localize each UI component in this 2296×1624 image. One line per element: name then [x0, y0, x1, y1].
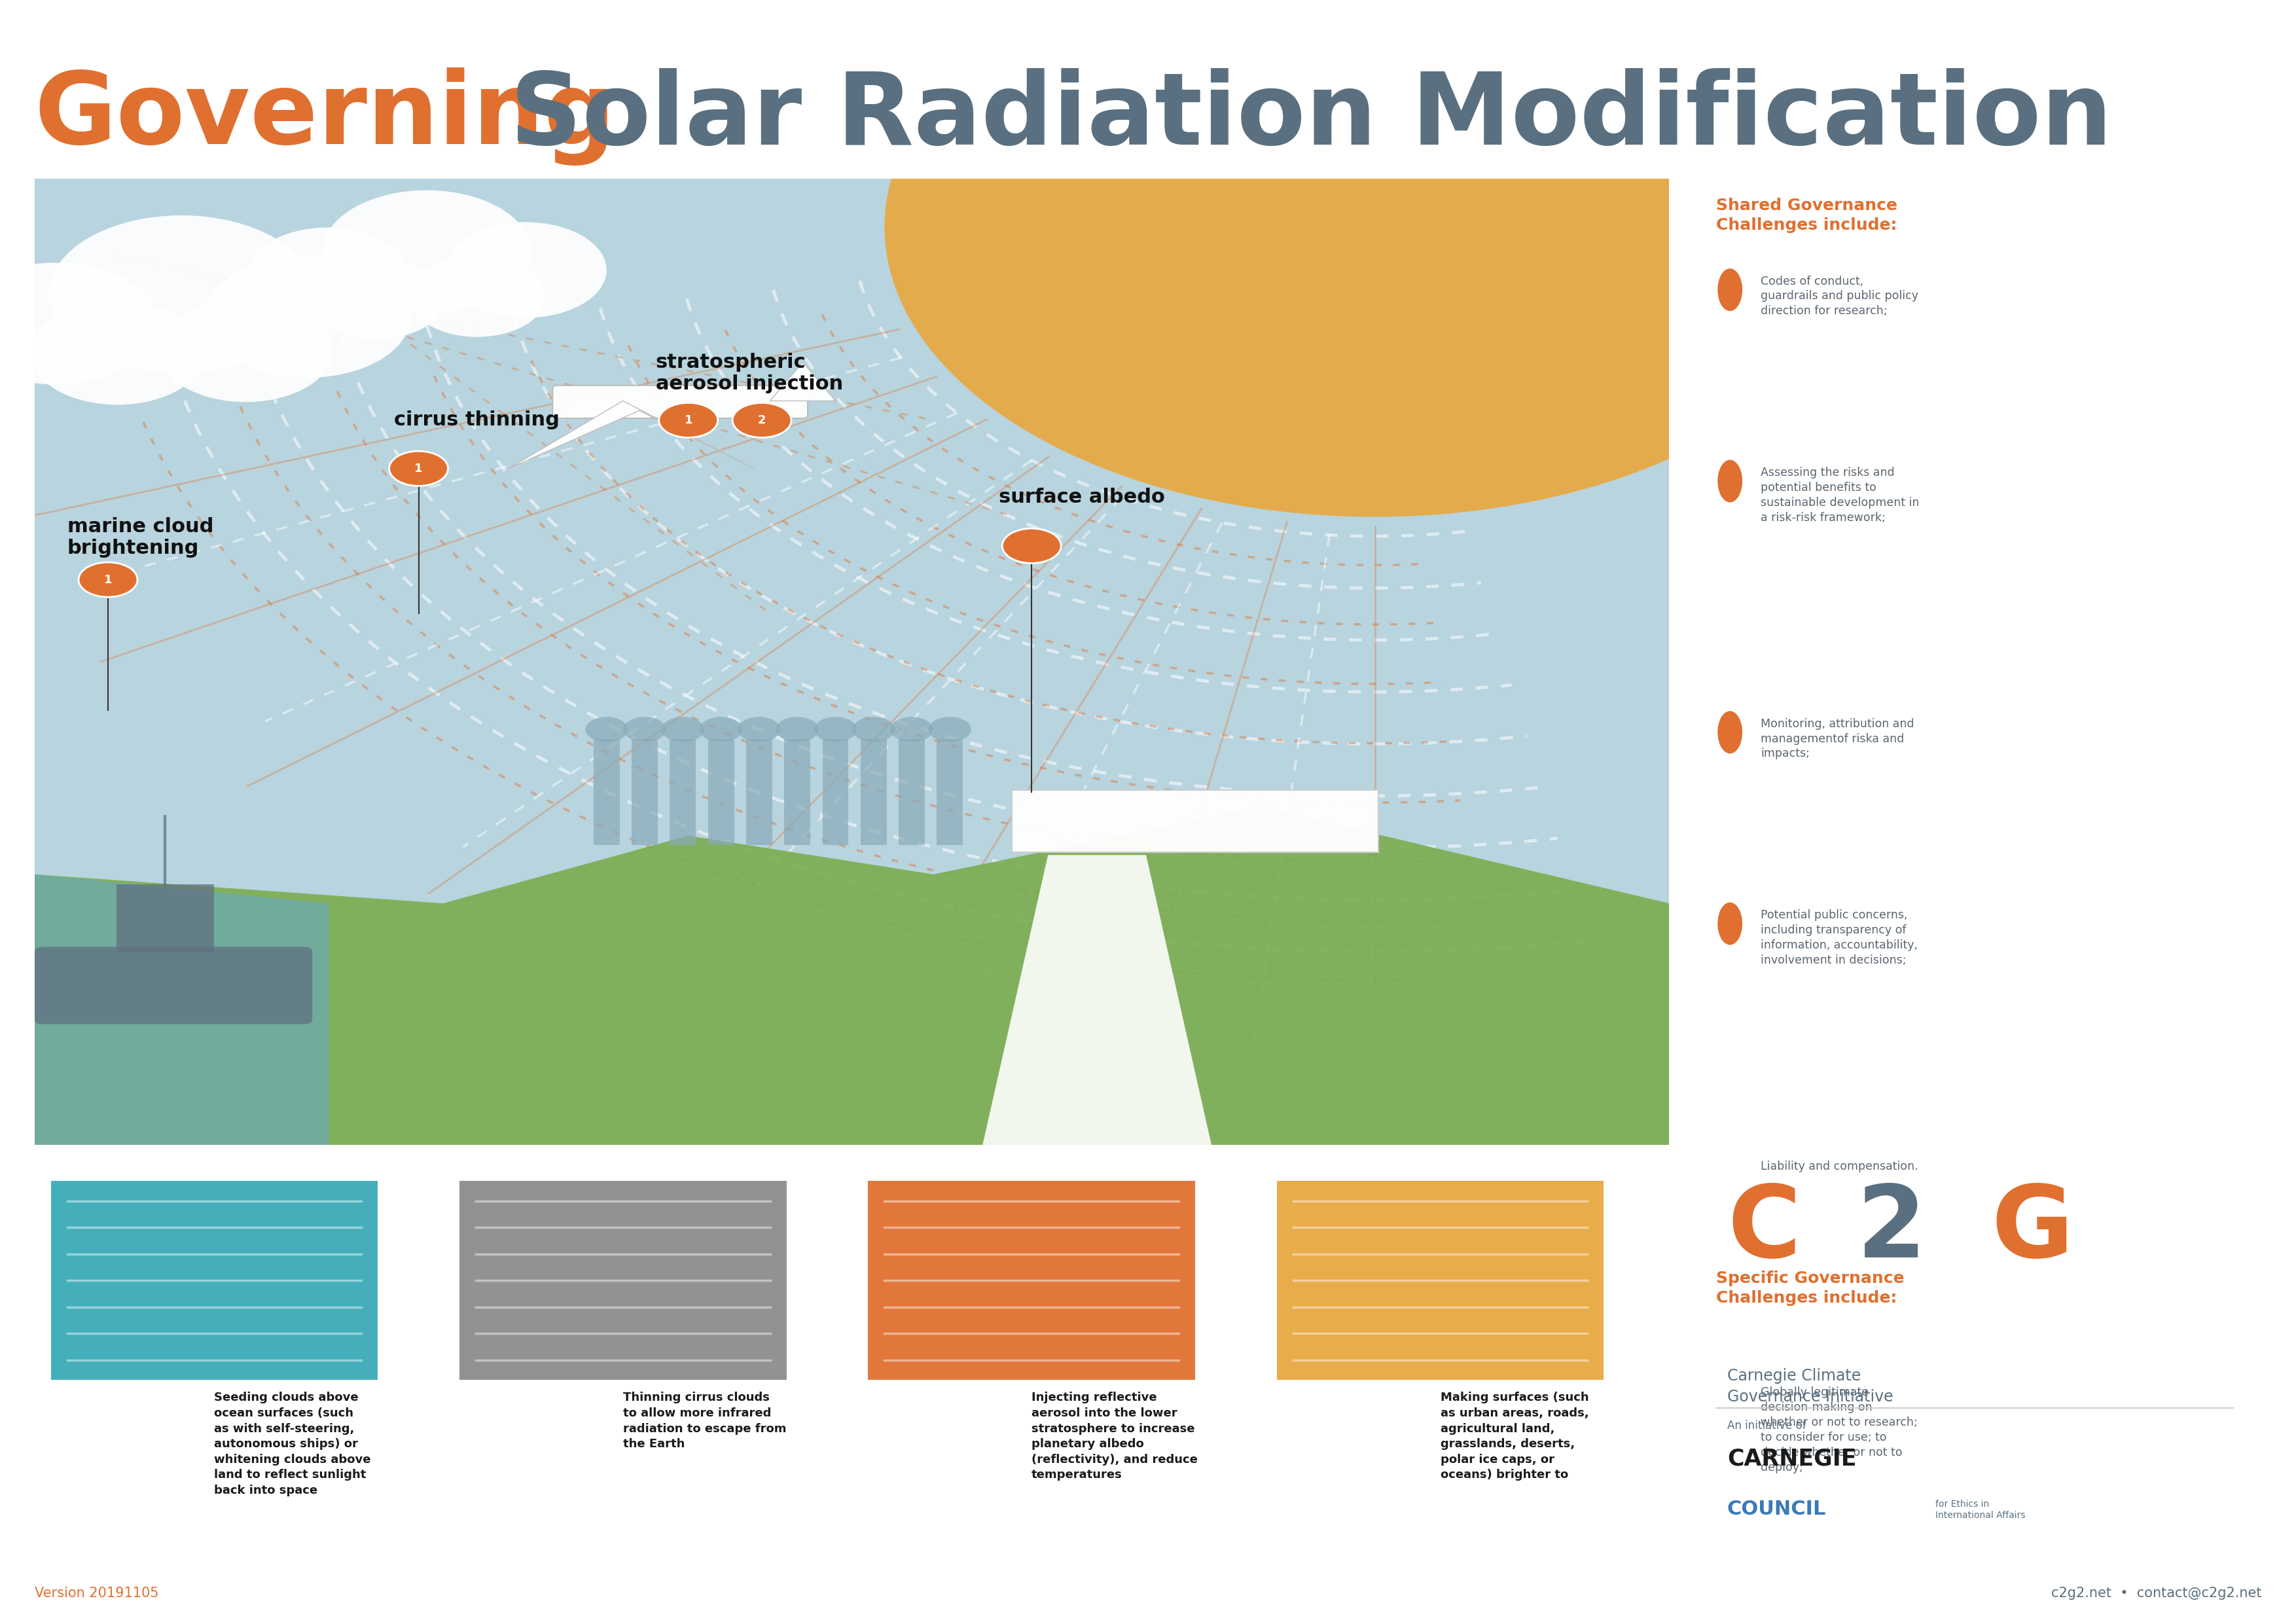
- Circle shape: [585, 716, 627, 742]
- Text: Carnegie Climate
Governance Initiative: Carnegie Climate Governance Initiative: [1727, 1367, 1894, 1405]
- Circle shape: [158, 299, 333, 403]
- Text: COUNCIL: COUNCIL: [1727, 1499, 1825, 1518]
- Text: Liability and compensation.: Liability and compensation.: [1761, 1161, 1919, 1173]
- FancyBboxPatch shape: [459, 1181, 788, 1380]
- Text: Solar Radiation Modification: Solar Radiation Modification: [475, 68, 2112, 166]
- Circle shape: [884, 0, 1864, 516]
- Text: Potential public concerns,
including transparency of
information, accountability: Potential public concerns, including tra…: [1761, 909, 1917, 966]
- Text: C: C: [1727, 1181, 1800, 1278]
- Circle shape: [1717, 1380, 1743, 1423]
- Text: marine cloud
brightening: marine cloud brightening: [67, 516, 214, 557]
- Text: Specific Governance
Challenges include:: Specific Governance Challenges include:: [1715, 1270, 1903, 1306]
- Text: Monitoring, attribution and
managementof riska and
impacts;: Monitoring, attribution and managementof…: [1761, 718, 1915, 760]
- Polygon shape: [507, 401, 753, 468]
- Circle shape: [30, 302, 204, 404]
- Circle shape: [445, 222, 606, 318]
- Circle shape: [48, 216, 315, 372]
- Circle shape: [321, 190, 530, 313]
- FancyBboxPatch shape: [1013, 791, 1378, 853]
- Circle shape: [659, 403, 719, 437]
- Bar: [117, 883, 214, 952]
- Circle shape: [78, 562, 138, 598]
- Text: 1: 1: [103, 573, 113, 586]
- Circle shape: [1717, 268, 1743, 312]
- Circle shape: [1717, 711, 1743, 754]
- Bar: [861, 739, 886, 846]
- Circle shape: [248, 227, 409, 323]
- FancyBboxPatch shape: [51, 1181, 379, 1380]
- Circle shape: [891, 716, 932, 742]
- Text: Injecting reflective
aerosol into the lower
stratosphere to increase
planetary a: Injecting reflective aerosol into the lo…: [1031, 1392, 1199, 1481]
- Bar: [898, 739, 925, 846]
- Circle shape: [1003, 528, 1061, 564]
- Polygon shape: [983, 856, 1212, 1145]
- Bar: [631, 739, 659, 846]
- Text: for Ethics in
International Affairs: for Ethics in International Affairs: [1936, 1499, 2025, 1520]
- Circle shape: [661, 716, 705, 742]
- Text: c2g2.net  •  contact@c2g2.net: c2g2.net • contact@c2g2.net: [2050, 1587, 2262, 1600]
- Text: 1: 1: [684, 414, 693, 425]
- Bar: [707, 739, 735, 846]
- Text: Making surfaces (such
as urban areas, roads,
agricultural land,
grasslands, dese: Making surfaces (such as urban areas, ro…: [1440, 1392, 1589, 1481]
- Text: Globally legitimate
decision-making on
whether or not to research;
to consider f: Globally legitimate decision-making on w…: [1761, 1387, 1917, 1473]
- FancyBboxPatch shape: [1277, 1181, 1605, 1380]
- Text: CARNEGIE: CARNEGIE: [1727, 1447, 1857, 1470]
- Text: Assessing the risks and
potential benefits to
sustainable development in
a risk-: Assessing the risks and potential benefi…: [1761, 466, 1919, 523]
- FancyBboxPatch shape: [553, 385, 808, 419]
- Bar: [822, 739, 850, 846]
- Text: 2: 2: [1857, 1181, 1926, 1278]
- Circle shape: [1717, 1153, 1743, 1197]
- Polygon shape: [34, 874, 328, 1145]
- FancyBboxPatch shape: [868, 1181, 1196, 1380]
- Text: Codes of conduct,
guardrails and public policy
direction for research;: Codes of conduct, guardrails and public …: [1761, 274, 1919, 317]
- Text: Version 20191105: Version 20191105: [34, 1587, 158, 1600]
- Circle shape: [700, 716, 742, 742]
- Text: surface albedo: surface albedo: [999, 487, 1164, 507]
- Circle shape: [1717, 460, 1743, 502]
- Circle shape: [776, 716, 820, 742]
- Circle shape: [1717, 903, 1743, 945]
- Circle shape: [308, 258, 445, 339]
- Text: G: G: [1991, 1181, 2073, 1278]
- Bar: [670, 739, 696, 846]
- Text: Governing: Governing: [34, 68, 615, 166]
- Circle shape: [737, 716, 781, 742]
- Text: An initiative of: An initiative of: [1727, 1419, 1807, 1432]
- Text: Shared Governance
Challenges include:: Shared Governance Challenges include:: [1715, 198, 1896, 234]
- Circle shape: [732, 403, 792, 437]
- Text: cirrus thinning: cirrus thinning: [395, 411, 560, 429]
- Circle shape: [625, 716, 666, 742]
- Circle shape: [390, 451, 448, 486]
- Circle shape: [815, 716, 856, 742]
- Bar: [746, 739, 771, 846]
- Text: Seeding clouds above
ocean surfaces (such
as with self-steering,
autonomous ship: Seeding clouds above ocean surfaces (suc…: [214, 1392, 372, 1496]
- Text: stratospheric
aerosol injection: stratospheric aerosol injection: [657, 352, 843, 393]
- Text: Thinning cirrus clouds
to allow more infrared
radiation to escape from
the Earth: Thinning cirrus clouds to allow more inf…: [622, 1392, 785, 1450]
- Polygon shape: [34, 807, 1669, 1145]
- Text: 1: 1: [1727, 1397, 1733, 1406]
- Bar: [937, 739, 962, 846]
- Text: 1: 1: [416, 463, 422, 474]
- Bar: [785, 739, 810, 846]
- FancyBboxPatch shape: [34, 947, 312, 1025]
- Text: 2: 2: [758, 414, 767, 425]
- Circle shape: [409, 257, 546, 336]
- Circle shape: [0, 263, 158, 385]
- Polygon shape: [769, 362, 836, 401]
- Circle shape: [928, 716, 971, 742]
- Bar: [595, 739, 620, 846]
- Circle shape: [204, 257, 411, 378]
- Circle shape: [852, 716, 895, 742]
